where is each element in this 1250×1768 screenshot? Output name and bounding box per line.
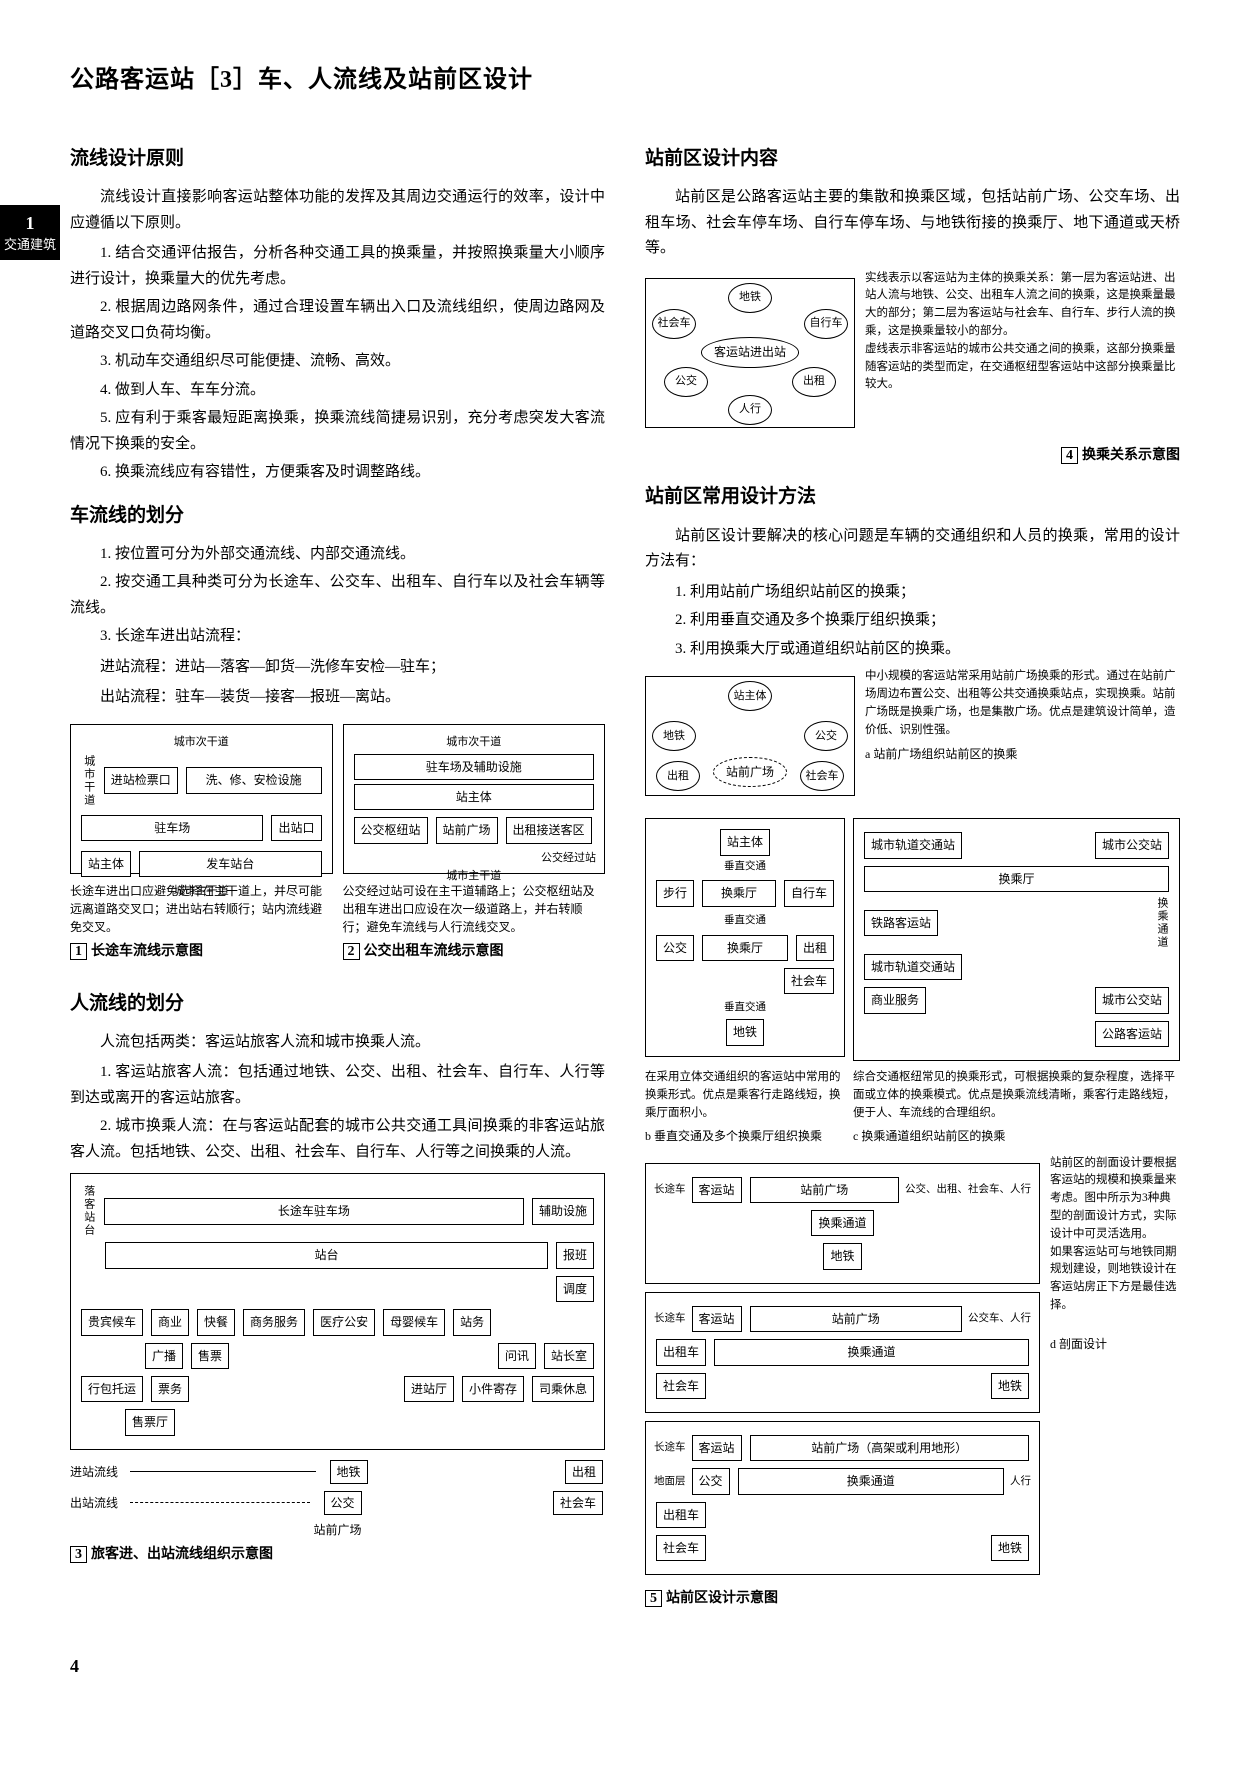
page-title: 公路客运站［3］车、人流线及站前区设计 [70,60,1180,101]
diag4-note: 实线表示以客运站为主体的换乘关系：第一层为客运站进、出站人流与地铁、公交、出租车… [865,270,1180,395]
heading-vehicle-flow: 车流线的划分 [70,500,605,532]
heading-flow-principle: 流线设计原则 [70,143,605,175]
list-item: 3. 机动车交通组织尽可能便捷、流畅、高效。 [70,349,605,375]
diagram-5b: 站主体 垂直交通 步行换乘厅自行车 垂直交通 公交换乘厅出租 社会车 垂直交通 … [645,818,845,1056]
list-item: 3. 利用换乘大厅或通道组织站前区的换乘。 [645,637,1180,663]
diagram-5d-3: 长途车客运站站前广场（高架或利用地形） 地面层公交换乘通道人行 出租车 社会车地… [645,1421,1040,1576]
diagram-1: 城市次干道 城市干道 进站检票口 洗、修、安检设施 驻车场 出站口 站主体 发车… [70,724,333,874]
diagram-5c: 城市轨道交通站城市公交站 换乘厅 铁路客运站换乘通道 城市轨道交通站 商业服务城… [853,818,1180,1061]
list-item: 3. 长途车进出站流程： [70,624,605,650]
left-column: 流线设计原则 流线设计直接影响客运站整体功能的发挥及其周边交通运行的效率，设计中… [70,129,605,1621]
sub-caption-c: c 换乘通道组织站前区的换乘 [853,1127,1180,1145]
para: 流线设计直接影响客运站整体功能的发挥及其周边交通运行的效率，设计中应遵循以下原则… [70,185,605,236]
caption-4: 4换乘关系示意图 [645,444,1180,468]
sub-caption-d: d 剖面设计 [1050,1335,1180,1353]
content-columns: 流线设计原则 流线设计直接影响客运站整体功能的发挥及其周边交通运行的效率，设计中… [70,129,1180,1621]
list-item: 2. 根据周边路网条件，通过合理设置车辆出入口及流线组织，使周边路网及道路交叉口… [70,295,605,346]
caption-5: 5站前区设计示意图 [645,1587,1180,1611]
diag5b-note: 在采用立体交通组织的客运站中常用的换乘形式。优点是乘客行走路线短，换乘厅面积小。 [645,1069,845,1122]
list-item: 2. 按交通工具种类可分为长途车、公交车、出租车、自行车以及社会车辆等流线。 [70,570,605,621]
diag5c-note: 综合交通枢纽常见的换乘形式，可根据换乘的复杂程度，选择平面或立体的换乘模式。优点… [853,1069,1180,1122]
diag5a-note: 中小规模的客运站常采用站前广场换乘的形式。通过在站前广场周边布置公交、出租等公共… [865,668,1180,739]
caption-2: 2公交出租车流线示意图 [343,940,606,964]
list-item: 1. 结合交通评估报告，分析各种交通工具的换乘量，并按照换乘量大小顺序进行设计，… [70,241,605,292]
caption-3: 3旅客进、出站流线组织示意图 [70,1543,605,1567]
diag2-note: 公交经过站可设在主干道辅路上；公交枢纽站及出租车进出口应设在次一级道路上，并右转… [343,882,606,936]
in-line-label: 进站流线 [70,1463,118,1481]
list-item: 1. 按位置可分为外部交通流线、内部交通流线。 [70,542,605,568]
flow-out: 出站流程：驻车—装货—接客—报班—离站。 [70,685,605,711]
sub-caption-b: b 垂直交通及多个换乘厅组织换乘 [645,1127,845,1145]
diag5d-note: 站前区的剖面设计要根据客运站的规模和换乘量来考虑。图中所示为3种典型的剖面设计方… [1050,1155,1180,1315]
diagram-4: 地铁 社会车 自行车 客运站进出站 公交 出租 人行 [645,278,855,428]
list-item: 1. 客运站旅客人流：包括通过地铁、公交、出租、社会车、自行车、人行等到达或离开… [70,1060,605,1111]
right-column: 站前区设计内容 站前区是公路客运站主要的集散和换乘区域，包括站前广场、公交车场、… [645,129,1180,1621]
para: 站前区设计要解决的核心问题是车辆的交通组织和人员的换乘，常用的设计方法有： [645,524,1180,575]
flow-in: 进站流程：进站—落客—卸货—洗修车安检—驻车； [70,655,605,681]
out-line-label: 出站流线 [70,1494,118,1512]
chapter-marker: 1 交通建筑 [0,205,60,260]
diagram-5a: 站主体 地铁 公交 出租 站前广场 社会车 [645,676,855,796]
heading-common-methods: 站前区常用设计方法 [645,481,1180,513]
diagram-5d-1: 长途车客运站站前广场公交、出租、社会车、人行 换乘通道 地铁 [645,1163,1040,1284]
diagram-5d-2: 长途车客运站站前广场公交车、人行 出租车换乘通道 社会车地铁 [645,1292,1040,1413]
list-item: 5. 应有利于乘客最短距离换乘，换乘流线简捷易识别，充分考虑突发大客流情况下换乘… [70,406,605,457]
list-item: 2. 利用垂直交通及多个换乘厅组织换乘； [645,608,1180,634]
list-item: 1. 利用站前广场组织站前区的换乘； [645,580,1180,606]
heading-people-flow: 人流线的划分 [70,988,605,1020]
diagram-3: 落客站台 长途车驻车场 辅助设施 站台 报班 调度 贵宾候车 商业 快餐 商务服… [70,1173,605,1449]
sub-caption-a: a 站前广场组织站前区的换乘 [865,745,1180,763]
page-number: 4 [70,1651,1180,1682]
chapter-label: 交通建筑 [0,236,60,254]
list-item: 4. 做到人车、车车分流。 [70,378,605,404]
diag1-note: 长途车进出口应避免选择在主干道上，并尽可能远离道路交叉口；进出站右转顺行；站内流… [70,882,333,936]
para: 人流包括两类：客运站旅客人流和城市换乘人流。 [70,1030,605,1056]
list-item: 6. 换乘流线应有容错性，方便乘客及时调整路线。 [70,460,605,486]
diagram-2: 城市次干道 驻车场及辅助设施 站主体 公交枢纽站 站前广场 出租接送客区 公交经… [343,724,606,874]
heading-station-front: 站前区设计内容 [645,143,1180,175]
chapter-num: 1 [0,211,60,236]
para: 站前区是公路客运站主要的集散和换乘区域，包括站前广场、公交车场、出租车场、社会车… [645,185,1180,262]
list-item: 2. 城市换乘人流：在与客运站配套的城市公共交通工具间换乘的非客运站旅客人流。包… [70,1114,605,1165]
caption-1: 1长途车流线示意图 [70,940,333,964]
